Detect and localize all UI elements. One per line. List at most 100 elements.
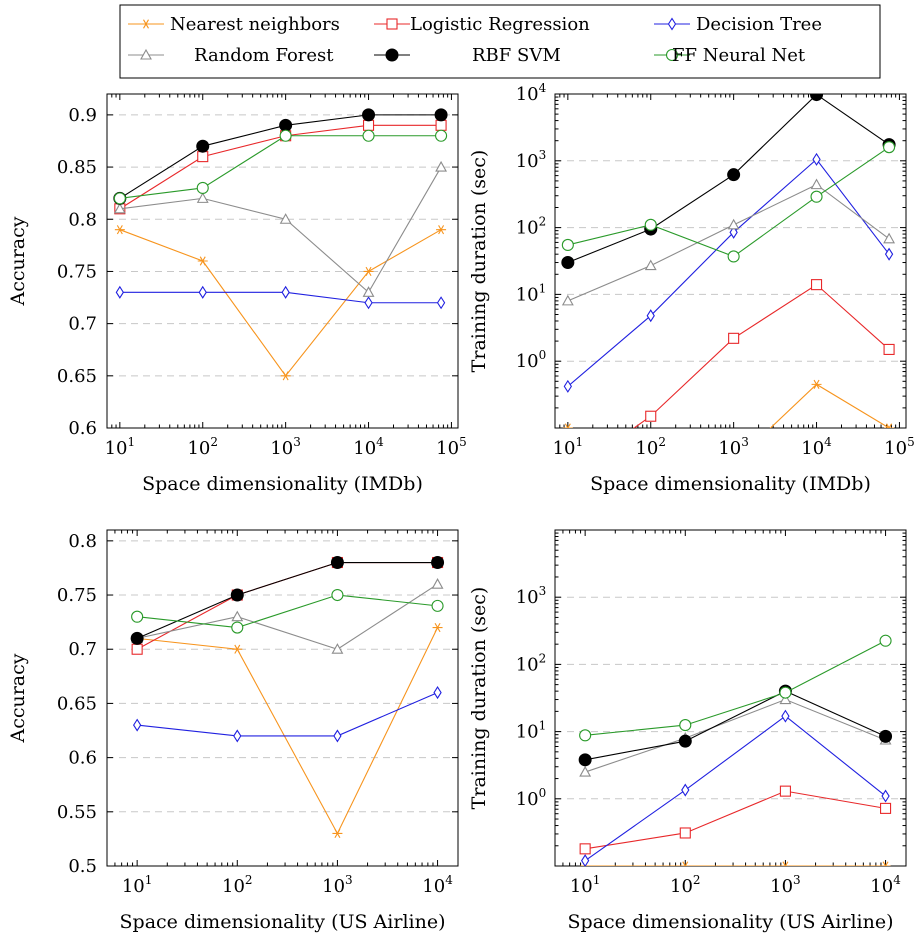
data-point	[362, 286, 375, 297]
y-ticks	[107, 540, 458, 867]
data-point	[646, 309, 655, 323]
data-point	[333, 729, 342, 743]
data-point	[280, 371, 291, 381]
series-line	[567, 146, 890, 258]
series-line	[137, 594, 438, 629]
series-line	[584, 698, 886, 773]
data-point	[113, 192, 126, 205]
series-line	[136, 561, 438, 650]
data-point	[281, 285, 290, 299]
legend-entry-logistic-regression: Logistic Regression	[374, 14, 590, 35]
legend-marker	[665, 48, 679, 62]
data-point	[431, 578, 444, 589]
legend-marker	[141, 19, 151, 29]
y-tick-label: 0.75	[57, 261, 97, 282]
y-tick-label: 103	[516, 148, 547, 172]
data-point	[781, 709, 790, 723]
x-tick-label: 103	[718, 435, 749, 459]
x-tick-label: 102	[222, 873, 253, 897]
series-ff-neural-net	[579, 634, 892, 742]
y-tick-label: 103	[516, 584, 547, 608]
data-point	[883, 232, 896, 244]
data-point	[779, 686, 792, 699]
legend-label: RBF SVM	[472, 45, 561, 66]
series-line	[585, 790, 886, 850]
data-point	[644, 259, 657, 271]
x-axis-label: Space dimensionality (IMDb)	[590, 473, 871, 495]
legend-marker	[385, 48, 399, 62]
y-ticks	[555, 93, 906, 429]
legend-label: Random Forest	[194, 45, 334, 66]
data-point	[362, 129, 375, 142]
x-tick-label: 104	[801, 435, 832, 459]
y-tick-label: 100	[516, 786, 547, 810]
x-tick-label: 104	[870, 873, 901, 897]
data-point	[728, 332, 740, 344]
series-decision-tree	[563, 152, 894, 393]
series-random-forest	[579, 693, 892, 777]
data-point	[435, 160, 448, 172]
data-point	[114, 225, 125, 235]
data-point	[131, 643, 143, 655]
data-point	[679, 827, 691, 839]
data-point	[196, 181, 209, 194]
y-ticks	[555, 529, 906, 867]
series-line	[584, 715, 886, 862]
data-point	[435, 129, 448, 142]
x-tick-label: 103	[770, 873, 801, 897]
series-line	[137, 627, 439, 835]
y-tick-label: 100	[516, 348, 547, 372]
x-axis-label: Space dimensionality (IMDb)	[142, 473, 423, 495]
plot-frame	[554, 529, 907, 867]
data-point	[561, 294, 574, 306]
data-point	[331, 588, 344, 602]
data-point	[362, 119, 375, 131]
data-point	[233, 729, 242, 743]
data-point	[810, 279, 823, 291]
x-tick-label: 101	[570, 873, 601, 897]
y-tick-label: 0.5	[68, 856, 97, 877]
series-decision-tree	[580, 709, 890, 866]
y-tick-label: 0.75	[57, 585, 97, 606]
data-point	[561, 256, 575, 270]
legend-label: FF Neural Net	[672, 45, 806, 66]
legend-label: Decision Tree	[696, 14, 822, 35]
plot-frame	[554, 93, 907, 429]
y-tick-label: 102	[516, 215, 547, 239]
grid	[107, 540, 458, 867]
data-point	[115, 285, 124, 299]
data-point	[197, 256, 208, 266]
series-rbf-svm	[561, 94, 896, 270]
x-ticks	[106, 530, 439, 866]
data-point	[364, 296, 373, 310]
legend-label: Logistic Regression	[410, 14, 590, 35]
series-nearest-neighbors	[580, 861, 891, 866]
grid	[107, 114, 458, 429]
y-tick-label: 0.55	[57, 802, 97, 823]
legend-entry-nearest-neighbors: Nearest neighbors	[128, 14, 340, 35]
data-point	[197, 151, 209, 163]
series-line	[136, 561, 438, 639]
data-point	[362, 108, 376, 122]
y-tick-label: 0.9	[68, 105, 97, 126]
chart-imdb-accuracy: 101 102 103 104 105 0.6 0.65 0.7 0.75 0.8 0.85 0.9 S…	[7, 93, 467, 495]
series-line	[137, 692, 438, 737]
series-ff-neural-net	[131, 588, 444, 634]
data-point	[196, 192, 209, 203]
x-tick-label: 101	[122, 873, 153, 897]
data-point	[780, 861, 791, 866]
series-nearest-neighbors	[114, 225, 447, 381]
y-tick-label: 101	[516, 281, 547, 305]
data-point	[880, 861, 891, 866]
data-point	[678, 734, 692, 748]
data-point	[279, 118, 293, 132]
y-tick-label: 0.65	[57, 366, 97, 387]
data-point	[879, 729, 893, 743]
data-point	[883, 343, 895, 355]
series-rbf-svm	[130, 556, 445, 645]
data-point	[431, 556, 445, 570]
data-point	[679, 719, 692, 732]
data-point	[580, 854, 590, 866]
data-point	[579, 729, 592, 742]
x-ticks	[554, 530, 887, 866]
